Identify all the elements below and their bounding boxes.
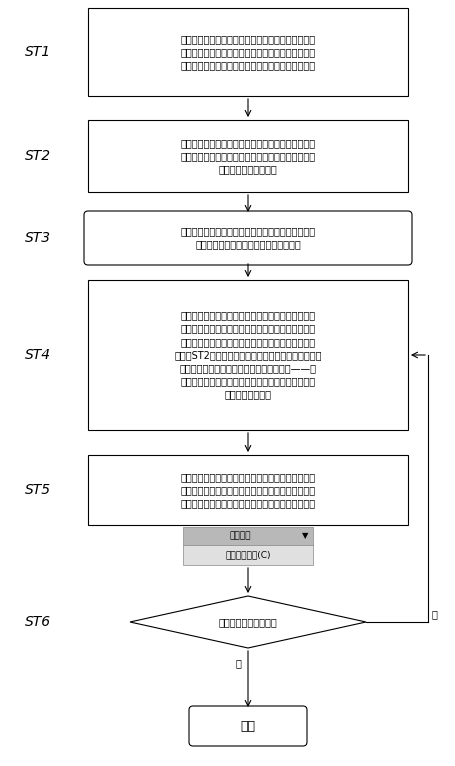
Text: 是: 是 bbox=[234, 658, 240, 668]
FancyBboxPatch shape bbox=[84, 211, 411, 265]
Text: ST3: ST3 bbox=[25, 231, 51, 245]
Text: 电子鼻气味采集装置实时采集烤房内的气体数据并传
送给服务器，服务器将气味曲线进行实时显示，并结
合智能算法，得到当前烘烤阶段烟叶烟气的特征量。
将其与ST2中标: 电子鼻气味采集装置实时采集烤房内的气体数据并传 送给服务器，服务器将气味曲线进行… bbox=[174, 310, 321, 400]
Bar bbox=[182, 545, 312, 565]
Text: ST2: ST2 bbox=[25, 149, 51, 163]
Bar bbox=[88, 8, 407, 96]
Bar bbox=[88, 280, 407, 430]
Text: ST5: ST5 bbox=[25, 483, 51, 497]
Text: 将待烘烤烟叶按照装填要求装入烤房内，启动烤房温
湿度控制器，火炉生火、加煤，开始烘烤: 将待烘烤烟叶按照装填要求装入烤房内，启动烤房温 湿度控制器，火炉生火、加煤，开始… bbox=[180, 227, 315, 250]
Text: 否: 否 bbox=[431, 609, 437, 619]
Text: 全屏显示: 全屏显示 bbox=[229, 532, 250, 541]
Text: ▼: ▼ bbox=[301, 532, 308, 541]
Text: 结束: 结束 bbox=[240, 719, 255, 732]
Text: 根据待烘烤烟叶的产地和生长部位，从烤烟特征气味
信息库中找出对应的烘烤曲线，加载到烤房温湿度控
制器中，作为标准曲线: 根据待烘烤烟叶的产地和生长部位，从烤烟特征气味 信息库中找出对应的烘烤曲线，加载… bbox=[180, 138, 315, 174]
Text: 预先在服务器上加载烤烟特征气味信息库，该信息库
里储存烘烤烟叶的产地、部位、烟气和烟叶在各个烘
烤阶段对应的特征量和温、湿度以及阶段时间设定值: 预先在服务器上加载烤烟特征气味信息库，该信息库 里储存烘烤烟叶的产地、部位、烟气… bbox=[180, 34, 315, 70]
Text: ST4: ST4 bbox=[25, 348, 51, 362]
Polygon shape bbox=[130, 596, 365, 648]
Text: 烤房温湿度控制器接收温度、湿度和阶段时间的设定
值，然后对温湿度控制设备（例如鼓风机等）进行控
制操作，从而使烤房内的温度、湿度分别达到设定值: 烤房温湿度控制器接收温度、湿度和阶段时间的设定 值，然后对温湿度控制设备（例如鼓… bbox=[180, 472, 315, 508]
Text: 烟叶烘烤过程是否结束: 烟叶烘烤过程是否结束 bbox=[218, 617, 277, 627]
Text: ST6: ST6 bbox=[25, 615, 51, 629]
FancyBboxPatch shape bbox=[188, 706, 306, 746]
Bar bbox=[88, 120, 407, 192]
Bar bbox=[182, 527, 312, 545]
Bar bbox=[88, 455, 407, 525]
Text: 关闭全屏显示(C): 关闭全屏显示(C) bbox=[225, 551, 270, 559]
Text: ST1: ST1 bbox=[25, 45, 51, 59]
